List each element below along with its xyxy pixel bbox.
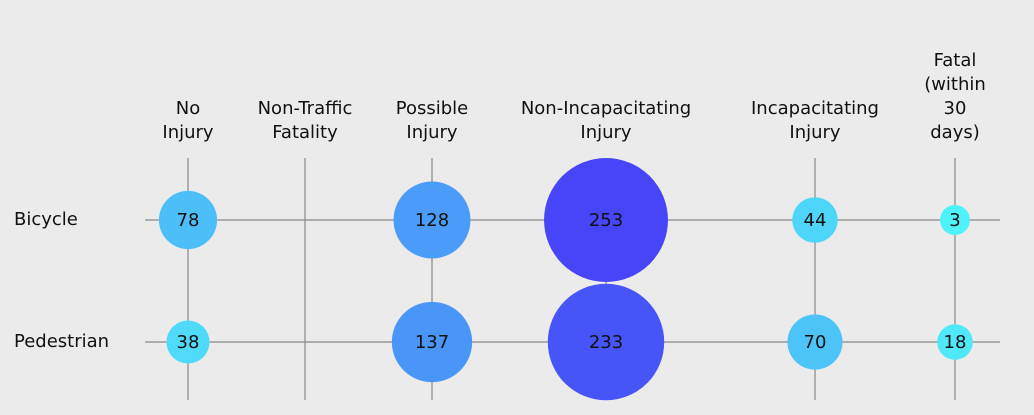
row-label: Pedestrian <box>14 331 109 352</box>
bubble-label: 137 <box>415 332 449 353</box>
bubble-label: 3 <box>949 210 960 231</box>
bubble-label: 78 <box>177 210 200 231</box>
bubble-label: 128 <box>415 210 449 231</box>
column-label: Possible Injury <box>396 98 468 143</box>
column-label: Non-Traffic Fatality <box>258 98 353 143</box>
bubble-label: 18 <box>944 332 967 353</box>
bubble <box>937 324 973 360</box>
bubble <box>166 320 210 364</box>
column-label: Incapacitating Injury <box>751 98 879 143</box>
bubble-label: 38 <box>177 332 200 353</box>
column-label: No Injury <box>162 98 214 143</box>
column-label: Fatal (within 30 days) <box>924 50 986 143</box>
bubble-label: 253 <box>589 210 623 231</box>
bubble <box>393 181 471 259</box>
bubble <box>792 197 838 243</box>
column-label: Non-Incapacitating Injury <box>521 98 691 143</box>
bubble <box>391 301 473 383</box>
bubble-label: 70 <box>804 332 827 353</box>
bubble-label: 233 <box>589 332 623 353</box>
bubble <box>787 314 843 370</box>
row-label: Bicycle <box>14 209 78 230</box>
bubble <box>158 190 218 250</box>
bubble <box>940 205 970 235</box>
bubble <box>544 158 668 282</box>
bubble <box>547 283 665 401</box>
bubble-label: 44 <box>804 210 827 231</box>
